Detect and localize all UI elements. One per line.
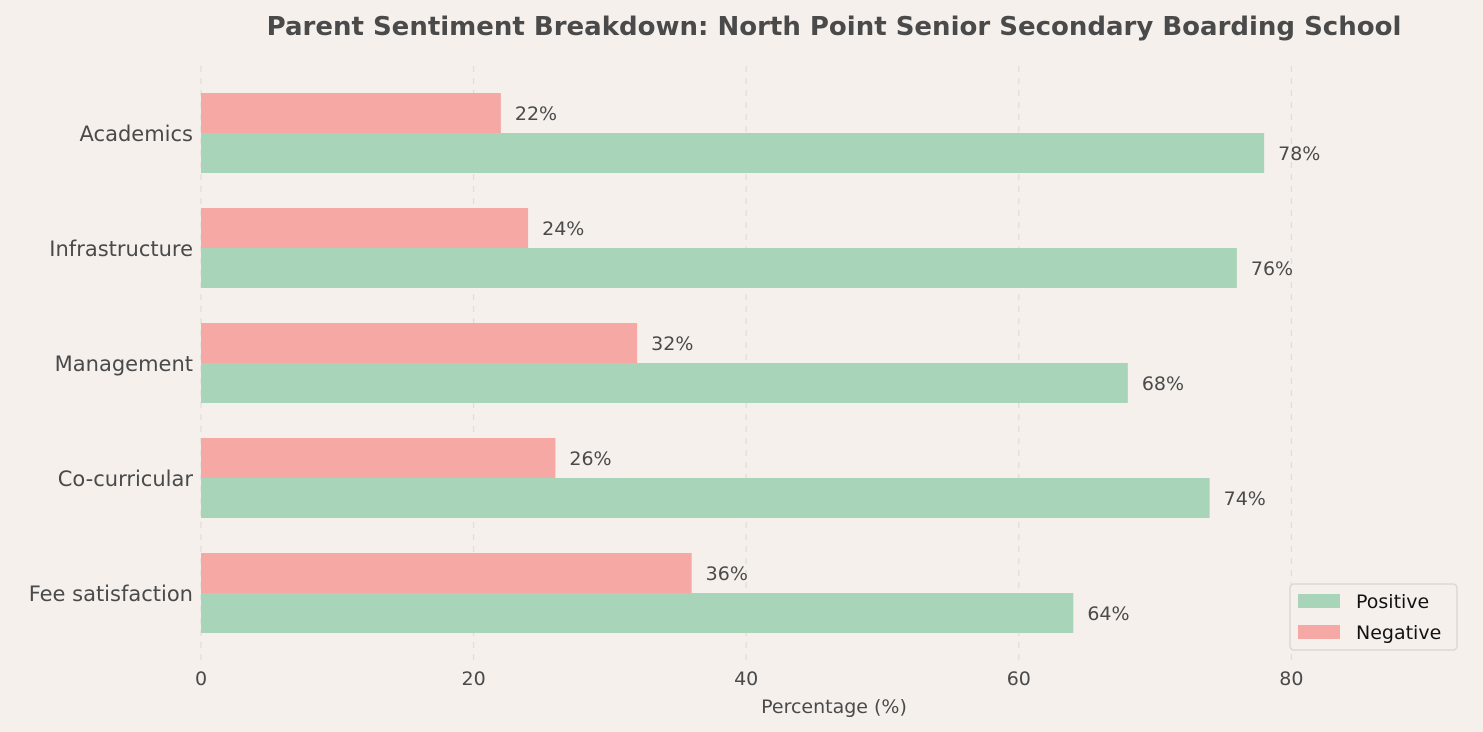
positive-bar [201,478,1210,518]
positive-bar [201,363,1128,403]
category-label: Academics [80,122,193,146]
negative-value-label: 24% [542,218,584,240]
positive-value-label: 68% [1142,373,1184,395]
positive-bar [201,593,1074,633]
bars [201,93,1265,633]
legend-swatch-positive [1298,594,1340,608]
x-axis-label: Percentage (%) [761,696,907,718]
negative-bar [201,208,529,248]
positive-bar [201,133,1265,173]
category-label: Fee satisfaction [29,582,193,606]
negative-bar [201,93,501,133]
negative-value-label: 36% [706,563,748,585]
legend-label-negative: Negative [1356,622,1441,644]
positive-value-label: 78% [1278,143,1320,165]
x-tick-label: 80 [1279,668,1303,690]
negative-bar [201,438,556,478]
labels: 0 20 40 60 80 Academics 22% 78% Infrastructure 24… [29,103,1321,690]
positive-value-label: 74% [1224,488,1266,510]
x-tick-label: 40 [734,668,758,690]
category-label: Infrastructure [49,237,193,261]
negative-bar [201,323,638,363]
positive-bar [201,248,1237,288]
legend-label-positive: Positive [1356,591,1429,613]
category-label: Management [55,352,193,376]
chart-title: Parent Sentiment Breakdown: North Point … [267,12,1402,42]
x-tick-label: 0 [195,668,207,690]
x-tick-label: 60 [1007,668,1031,690]
x-tick-label: 20 [462,668,486,690]
negative-value-label: 26% [569,448,611,470]
positive-value-label: 76% [1251,258,1293,280]
positive-value-label: 64% [1087,603,1129,625]
negative-value-label: 32% [651,333,693,355]
category-label: Co-curricular [58,467,194,491]
negative-bar [201,553,692,593]
legend-swatch-negative [1298,625,1340,639]
negative-value-label: 22% [515,103,557,125]
legend: Positive Negative [1289,583,1458,651]
